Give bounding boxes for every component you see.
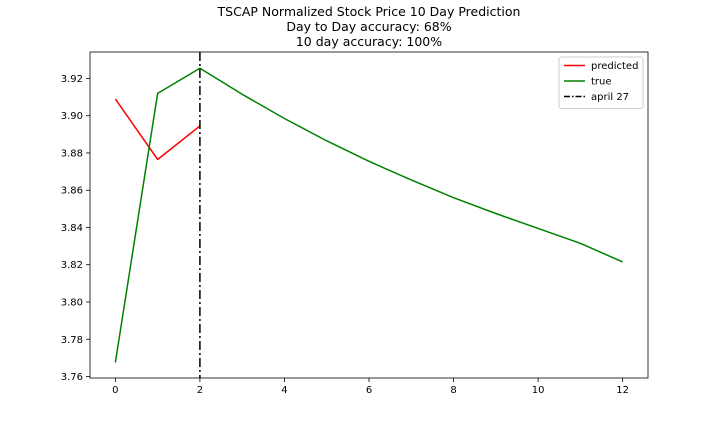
x-tick-label: 8 [450, 385, 456, 396]
chart-title-line-1: TSCAP Normalized Stock Price 10 Day Pred… [217, 4, 521, 19]
y-tick-label: 3.76 [61, 372, 83, 383]
axes: 0 2 4 6 8 10 12 3.76 3.78 3.80 3.82 3.84 3.86 3.88 3.9… [61, 51, 649, 396]
chart-title-line-3: 10 day accuracy: 100% [296, 34, 442, 49]
x-tick-label: 10 [532, 385, 545, 396]
y-tick-label: 3.82 [61, 260, 83, 271]
x-tick-label: 6 [366, 385, 372, 396]
legend: predicted true april 27 [558, 56, 644, 109]
series-line-true [114, 67, 623, 363]
x-tick-label: 4 [281, 385, 287, 396]
legend-label-true: true [591, 77, 612, 88]
legend-label-predicted: predicted [591, 61, 638, 72]
y-tick-label: 3.80 [61, 297, 83, 308]
y-tick-label: 3.78 [61, 335, 83, 346]
y-tick-label: 3.86 [61, 186, 83, 197]
plot-area [114, 52, 623, 378]
legend-box [558, 56, 644, 109]
x-tick-label: 12 [616, 385, 629, 396]
series-line-predicted [114, 98, 201, 161]
y-tick-label: 3.90 [61, 111, 83, 122]
legend-label-april-27: april 27 [591, 92, 629, 103]
chart-title: TSCAP Normalized Stock Price 10 Day Pred… [217, 4, 521, 49]
chart-title-line-2: Day to Day accuracy: 68% [286, 19, 451, 34]
y-tick-label: 3.92 [61, 74, 83, 85]
x-tick-label: 2 [197, 385, 203, 396]
x-tick-label: 0 [112, 385, 118, 396]
y-tick-label: 3.88 [61, 148, 83, 159]
y-tick-label: 3.84 [61, 223, 83, 234]
